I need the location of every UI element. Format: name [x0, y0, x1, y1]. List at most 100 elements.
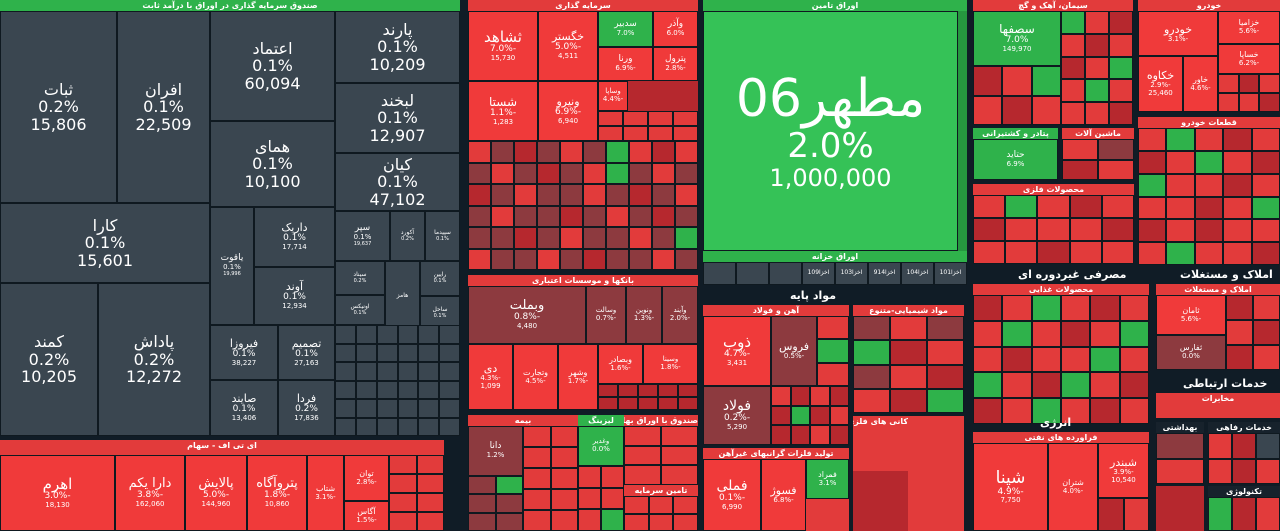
tile-sayand[interactable]: صایند 0.1% 13,406	[210, 380, 278, 436]
section-header[interactable]: محصولات غذایی	[973, 284, 1149, 295]
tile-shtab[interactable]: شتاب -3.1%	[307, 455, 344, 531]
tile-zob[interactable]: ذوب -4.7% 3,431	[703, 316, 771, 386]
tile-shbandar[interactable]: شبندر -3.9% 10,540	[1098, 443, 1149, 498]
section-header[interactable]: قطعات خودرو	[1138, 117, 1280, 128]
consumer-label[interactable]: مصرفی غیردوره ای	[1018, 268, 1127, 281]
tile-treasury-a[interactable]: اخزا101	[934, 262, 967, 285]
tile-hamiz[interactable]: هامز	[385, 261, 420, 331]
tile-darayekam[interactable]: دارا یکم -3.8% 162,060	[115, 455, 185, 531]
section-header[interactable]: محصولات فلزی	[973, 184, 1134, 195]
tile-treasury-d[interactable]: اخزا103	[835, 262, 868, 285]
tile-vnirou[interactable]: ونیرو -6.9% 6,940	[538, 81, 598, 141]
section-header[interactable]: سرمایه گذاری	[468, 0, 698, 11]
section-header[interactable]: تامین سرمایه	[624, 485, 698, 496]
section-header-treasury[interactable]: اوراق خزانه	[703, 251, 967, 262]
tile-fmrad[interactable]: فمراد 3.1%	[806, 459, 849, 499]
tile-afran[interactable]: افران 0.1% 22,509	[117, 11, 210, 203]
tile-di[interactable]: دی -4.3% 1,099	[468, 344, 513, 410]
tile-padash[interactable]: پاداش 0.2% 12,272	[98, 283, 210, 436]
tile-rayan[interactable]: رایین 0.1%	[420, 261, 460, 296]
tile-foolad[interactable]: فولاد -0.2% 5,290	[703, 386, 771, 445]
tile-sadbir[interactable]: سدبیر 7.0%	[598, 11, 653, 47]
tile-ahrom[interactable]: اهرم -3.0% 18,130	[0, 455, 115, 531]
tile-kian[interactable]: کیان 0.1% 47,102	[335, 153, 460, 211]
section-header[interactable]: صندوق سرمایه گذاری در اوراق با درآمد ثاب…	[0, 0, 460, 11]
tile-kara[interactable]: کارا 0.1% 15,601	[0, 203, 210, 283]
section-header[interactable]: اوراق تامین	[703, 0, 967, 11]
tile-sayna[interactable]: سیناد 0.2%	[335, 261, 385, 295]
tile-tamin[interactable]: ثامان -5.6%	[1156, 295, 1226, 335]
energy-label[interactable]: انرژی	[1040, 416, 1072, 429]
tile-vtejarat[interactable]: وتجارت -4.5%	[513, 344, 558, 410]
tile-shasta[interactable]: شستا -1.1% 1,283	[468, 81, 538, 141]
tile-shtran[interactable]: شتران -4.0%	[1048, 443, 1098, 531]
section-header[interactable]: تولید فلزات گرانبهای غیرآهن	[703, 448, 849, 459]
section-header[interactable]: لیزینگ	[578, 415, 624, 426]
tile-treasury-b[interactable]: اخزا104	[901, 262, 934, 285]
tile-vbmelat[interactable]: وبملت -0.8% 4,480	[468, 286, 586, 344]
tile-khavar[interactable]: خاور -4.6%	[1183, 56, 1218, 112]
tile-sabat[interactable]: ثبات 0.2% 15,806	[0, 11, 117, 203]
tile-treasury-e[interactable]: اخزا109	[802, 262, 835, 285]
tile-akord[interactable]: آکورد 0.2%	[390, 211, 425, 261]
section-header[interactable]: آهن و فولاد	[703, 305, 849, 316]
section-header[interactable]: بانکها و موسسات اعتباری	[468, 275, 698, 286]
section-header[interactable]: تکنولوژی	[1208, 486, 1280, 497]
tile-vniovin[interactable]: ونوین -1.3%	[626, 286, 662, 344]
tile-separ[interactable]: سپر 0.1% 19,637	[335, 211, 390, 261]
tile-hatid[interactable]: حتاید 6.9%	[973, 139, 1058, 180]
communication-label[interactable]: خدمات ارتباطی	[1183, 377, 1268, 390]
tile-firoza[interactable]: فیروزا 0.1% 38,227	[210, 325, 278, 380]
tile-khzamia[interactable]: خزامیا -5.6%	[1218, 11, 1280, 44]
section-header[interactable]: خدمات رفاهی	[1208, 422, 1280, 433]
tile-khkaveh[interactable]: خکاوه -2.9% 25,460	[1138, 56, 1183, 112]
section-header[interactable]: پتادر و کشتیرانی	[973, 128, 1058, 139]
tile-treasury-c[interactable]: اخزا914	[868, 262, 901, 285]
basic-materials-label[interactable]: مواد پایه	[790, 289, 837, 302]
section-header[interactable]: املاک و مستغلات	[1156, 284, 1280, 295]
tile-tashahd[interactable]: ثشاهد -7.0% 15,730	[468, 11, 538, 81]
tile-palayesh[interactable]: پالایش -5.0% 144,960	[185, 455, 247, 531]
tile-ptrol[interactable]: پترول -2.8%	[653, 47, 698, 81]
tile-lbkhand[interactable]: لبخند 0.1% 12,907	[335, 83, 460, 153]
tile-tsfares[interactable]: ثفارس 0.0%	[1156, 335, 1226, 370]
section-header[interactable]: مواد شیمیایی-متنوع	[853, 305, 964, 316]
tile-etemad[interactable]: اعتماد 0.1% 60,094	[210, 11, 335, 121]
section-header[interactable]: ای تی اف - سهام	[0, 440, 444, 451]
section-header[interactable]: ماشین آلات	[1062, 128, 1134, 139]
section-header[interactable]: صندوق با اوراق بهادار	[624, 415, 698, 426]
tile-sfagha[interactable]: سصفها 7.0% 149,970	[973, 11, 1061, 66]
tile-shepna[interactable]: شپنا -4.9% 7,750	[973, 443, 1048, 531]
tile-vsapa[interactable]: وساپا -4.4%	[598, 81, 628, 111]
section-header[interactable]: مخابرات	[1156, 393, 1280, 404]
tile-mtr06[interactable]: مطهر06 2.0% 1,000,000	[703, 11, 958, 251]
tile-parand[interactable]: پارند 0.1% 10,209	[335, 11, 460, 83]
tile-vayand[interactable]: وآیند -2.0%	[662, 286, 698, 344]
tile-fros[interactable]: فروس -0.5%	[771, 316, 817, 386]
tile-vsadr[interactable]: وبصادر -1.6%	[598, 344, 643, 384]
tile-avand[interactable]: آوند 0.1% 12,934	[254, 267, 335, 325]
tile-khagstar[interactable]: خگستر -5.0% 4,511	[538, 11, 598, 81]
tile-ptrogah[interactable]: پتروآگاه -1.8% 10,860	[247, 455, 307, 531]
tile-fsozh[interactable]: فسوژ -6.8%	[761, 459, 806, 531]
section-header[interactable]: خودرو	[1138, 0, 1280, 11]
tile-kamand[interactable]: کمند 0.2% 10,205	[0, 283, 98, 436]
tile-vrena[interactable]: ورنا -6.9%	[598, 47, 653, 81]
tile-vazar[interactable]: وآذر 6.0%	[653, 11, 698, 47]
section-header[interactable]: فراورده های نفتی	[973, 432, 1149, 443]
section-header[interactable]: بهداشتی	[1156, 422, 1204, 433]
tile-dana[interactable]: دانا 1.2%	[468, 426, 523, 476]
tile-khsapa[interactable]: خساپا -6.2%	[1218, 44, 1280, 74]
tile-daric[interactable]: داریک 0.1% 17,714	[254, 207, 335, 267]
tile-sepidma[interactable]: سپیدما 0.1%	[425, 211, 460, 261]
section-header[interactable]: سیمان، آهک و گچ	[973, 0, 1133, 11]
tile-yaghut[interactable]: یاقوت 0.1% 19,996	[210, 207, 254, 325]
tile-tasmim[interactable]: تصمیم 0.1% 27,163	[278, 325, 335, 380]
tile-vshahr[interactable]: وشهر -1.7%	[558, 344, 598, 410]
section-header[interactable]: کانی های فلزی	[853, 416, 908, 427]
section-header[interactable]: بیمه	[468, 415, 578, 426]
tile-onix[interactable]: اونیکس 0.1%	[335, 295, 385, 325]
tile-vsina[interactable]: وسینا -1.8%	[643, 344, 698, 384]
tile-vghadir[interactable]: وغدیر 0.0%	[578, 426, 624, 466]
real-estate-label[interactable]: املاک و مستغلات	[1180, 268, 1273, 281]
